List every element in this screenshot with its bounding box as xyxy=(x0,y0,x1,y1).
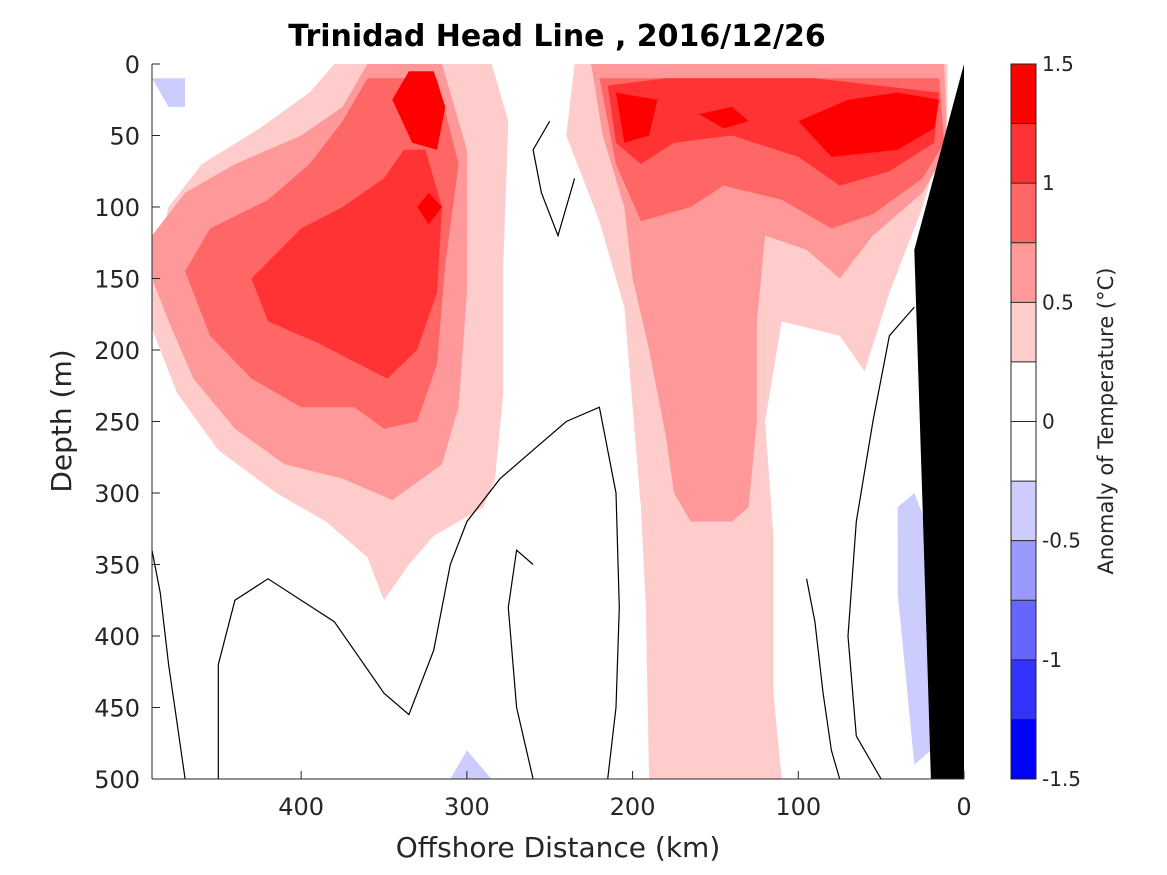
y-axis-label: Depth (m) xyxy=(45,349,78,492)
anomaly-region xyxy=(450,750,492,779)
zero-contours xyxy=(151,120,915,780)
anomaly-region xyxy=(897,493,931,765)
colorbar-tick-label: 0.5 xyxy=(1042,290,1074,314)
contour-line xyxy=(806,578,841,780)
contour-line xyxy=(507,549,534,780)
colorbar-segment xyxy=(1011,302,1036,362)
colorbar: 1.5 1 0.5 0 -0.5 -1 -1.5 xyxy=(1010,52,1081,791)
colorbar-tick-label: 1.5 xyxy=(1042,52,1074,76)
colorbar-tick-label: -0.5 xyxy=(1042,529,1081,553)
y-tick-label: 350 xyxy=(94,552,140,580)
plot-area xyxy=(151,64,964,780)
colorbar-tick-label: 1 xyxy=(1042,171,1055,195)
y-tick-label: 150 xyxy=(94,266,140,294)
x-axis-label: Offshore Distance (km) xyxy=(396,831,721,864)
y-tick-label: 500 xyxy=(94,766,140,794)
anomaly-regions xyxy=(152,64,948,779)
colorbar-segment xyxy=(1011,540,1036,601)
y-tick-label: 300 xyxy=(94,480,140,508)
anomaly-region xyxy=(616,92,658,143)
anomaly-region xyxy=(417,192,442,225)
anomaly-region xyxy=(698,106,749,129)
chart-title: Trinidad Head Line , 2016/12/26 xyxy=(288,19,825,54)
y-tick-label: 250 xyxy=(94,409,140,437)
colorbar-tick-label: -1 xyxy=(1042,648,1062,672)
colorbar-tick-label: -1.5 xyxy=(1042,767,1081,791)
bathymetry xyxy=(914,64,964,779)
colorbar-segment xyxy=(1011,361,1036,422)
contour-line xyxy=(847,306,915,780)
colorbar-frame xyxy=(1010,63,1037,780)
x-tick-label: 0 xyxy=(956,793,971,821)
contour-line xyxy=(217,406,620,780)
y-tick-label: 200 xyxy=(94,337,140,365)
colorbar-segment xyxy=(1011,600,1036,660)
y-tick-label: 450 xyxy=(94,695,140,723)
anomaly-region xyxy=(251,149,442,379)
x-tick-label: 100 xyxy=(775,793,821,821)
y-tick-label: 0 xyxy=(125,51,140,79)
colorbar-tick-label: 0 xyxy=(1042,410,1055,434)
colorbar-segment xyxy=(1011,123,1036,184)
anomaly-region xyxy=(798,92,940,157)
y-tick-label: 50 xyxy=(109,123,140,151)
y-tick-label: 400 xyxy=(94,623,140,651)
contour-line xyxy=(532,120,576,238)
colorbar-segment xyxy=(1011,719,1036,779)
colorbar-segment xyxy=(1011,481,1036,541)
colorbar-label: Anomaly of Temperature (°C) xyxy=(1094,268,1118,575)
colorbar-segment xyxy=(1011,183,1036,243)
x-axis: 400 300 200 100 0 xyxy=(152,771,972,821)
colorbar-segment xyxy=(1011,421,1036,482)
anomaly-region xyxy=(152,78,186,107)
x-tick-label: 400 xyxy=(278,793,324,821)
colorbar-segment xyxy=(1011,242,1036,303)
x-tick-label: 200 xyxy=(610,793,656,821)
colorbar-segment xyxy=(1011,64,1036,124)
contour-line xyxy=(151,550,186,780)
anomaly-region xyxy=(392,71,446,150)
colorbar-segment xyxy=(1011,659,1036,720)
y-axis: 0 50 100 150 200 250 300 350 400 450 500 xyxy=(94,51,160,794)
x-tick-label: 300 xyxy=(444,793,490,821)
y-tick-label: 100 xyxy=(94,194,140,222)
bathymetry-mask xyxy=(914,64,964,779)
